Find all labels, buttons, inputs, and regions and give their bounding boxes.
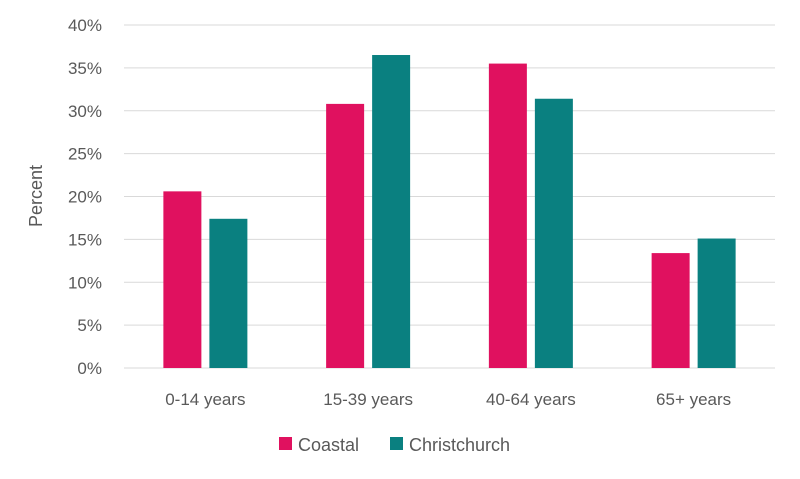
bar-coastal-1 xyxy=(326,103,365,368)
y-axis-title: Percent xyxy=(26,165,46,227)
legend: Coastal Christchurch xyxy=(279,435,510,455)
legend-swatch-coastal xyxy=(279,437,292,450)
y-tick-label: 5% xyxy=(77,316,102,335)
y-axis-ticks: 0% 5% 10% 15% 20% 25% 30% 35% 40% xyxy=(68,16,102,378)
bar-coastal-0 xyxy=(163,191,202,368)
bar-christchurch-0 xyxy=(209,218,248,368)
x-axis-categories: 0-14 years 15-39 years 40-64 years 65+ year… xyxy=(165,390,731,409)
y-tick-label: 40% xyxy=(68,16,102,35)
bar-coastal-3 xyxy=(651,253,690,368)
x-category-label: 15-39 years xyxy=(323,390,413,409)
legend-swatch-christchurch xyxy=(390,437,403,450)
y-tick-label: 0% xyxy=(77,359,102,378)
legend-label-christchurch: Christchurch xyxy=(409,435,510,455)
x-category-label: 65+ years xyxy=(656,390,731,409)
bar-coastal-2 xyxy=(488,63,527,369)
y-tick-label: 20% xyxy=(68,188,102,207)
x-category-label: 40-64 years xyxy=(486,390,576,409)
bar-christchurch-2 xyxy=(534,98,573,369)
y-tick-label: 10% xyxy=(68,273,102,292)
y-tick-label: 25% xyxy=(68,145,102,164)
bar-christchurch-1 xyxy=(372,55,411,368)
x-category-label: 0-14 years xyxy=(165,390,245,409)
bars xyxy=(163,55,736,369)
bar-christchurch-3 xyxy=(697,238,736,368)
y-tick-label: 15% xyxy=(68,230,102,249)
y-tick-label: 30% xyxy=(68,102,102,121)
y-tick-label: 35% xyxy=(68,59,102,78)
legend-label-coastal: Coastal xyxy=(298,435,359,455)
